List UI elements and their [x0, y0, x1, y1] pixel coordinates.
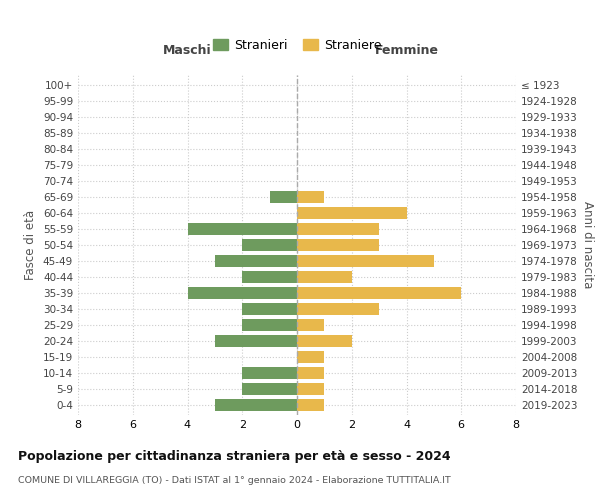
Bar — [242, 319, 297, 331]
Bar — [269, 191, 297, 203]
Bar — [187, 287, 297, 299]
Bar — [215, 255, 297, 267]
Text: Maschi: Maschi — [163, 44, 212, 58]
Bar — [297, 191, 325, 203]
Bar — [297, 351, 325, 364]
Bar — [297, 384, 325, 396]
Bar — [297, 255, 434, 267]
Bar — [242, 239, 297, 251]
Bar — [242, 368, 297, 380]
Bar — [297, 319, 325, 331]
Bar — [297, 287, 461, 299]
Y-axis label: Anni di nascita: Anni di nascita — [581, 202, 594, 288]
Bar — [242, 384, 297, 396]
Bar — [187, 223, 297, 235]
Bar — [215, 400, 297, 411]
Bar — [297, 400, 325, 411]
Bar — [242, 303, 297, 315]
Bar — [297, 368, 325, 380]
Text: Popolazione per cittadinanza straniera per età e sesso - 2024: Popolazione per cittadinanza straniera p… — [18, 450, 451, 463]
Bar — [297, 271, 352, 283]
Legend: Stranieri, Straniere: Stranieri, Straniere — [208, 34, 386, 56]
Bar — [242, 271, 297, 283]
Bar — [297, 223, 379, 235]
Bar — [297, 207, 407, 219]
Text: COMUNE DI VILLAREGGIA (TO) - Dati ISTAT al 1° gennaio 2024 - Elaborazione TUTTIT: COMUNE DI VILLAREGGIA (TO) - Dati ISTAT … — [18, 476, 451, 485]
Bar — [297, 303, 379, 315]
Bar — [215, 335, 297, 347]
Bar — [297, 335, 352, 347]
Bar — [297, 239, 379, 251]
Y-axis label: Fasce di età: Fasce di età — [25, 210, 37, 280]
Text: Femmine: Femmine — [374, 44, 439, 58]
